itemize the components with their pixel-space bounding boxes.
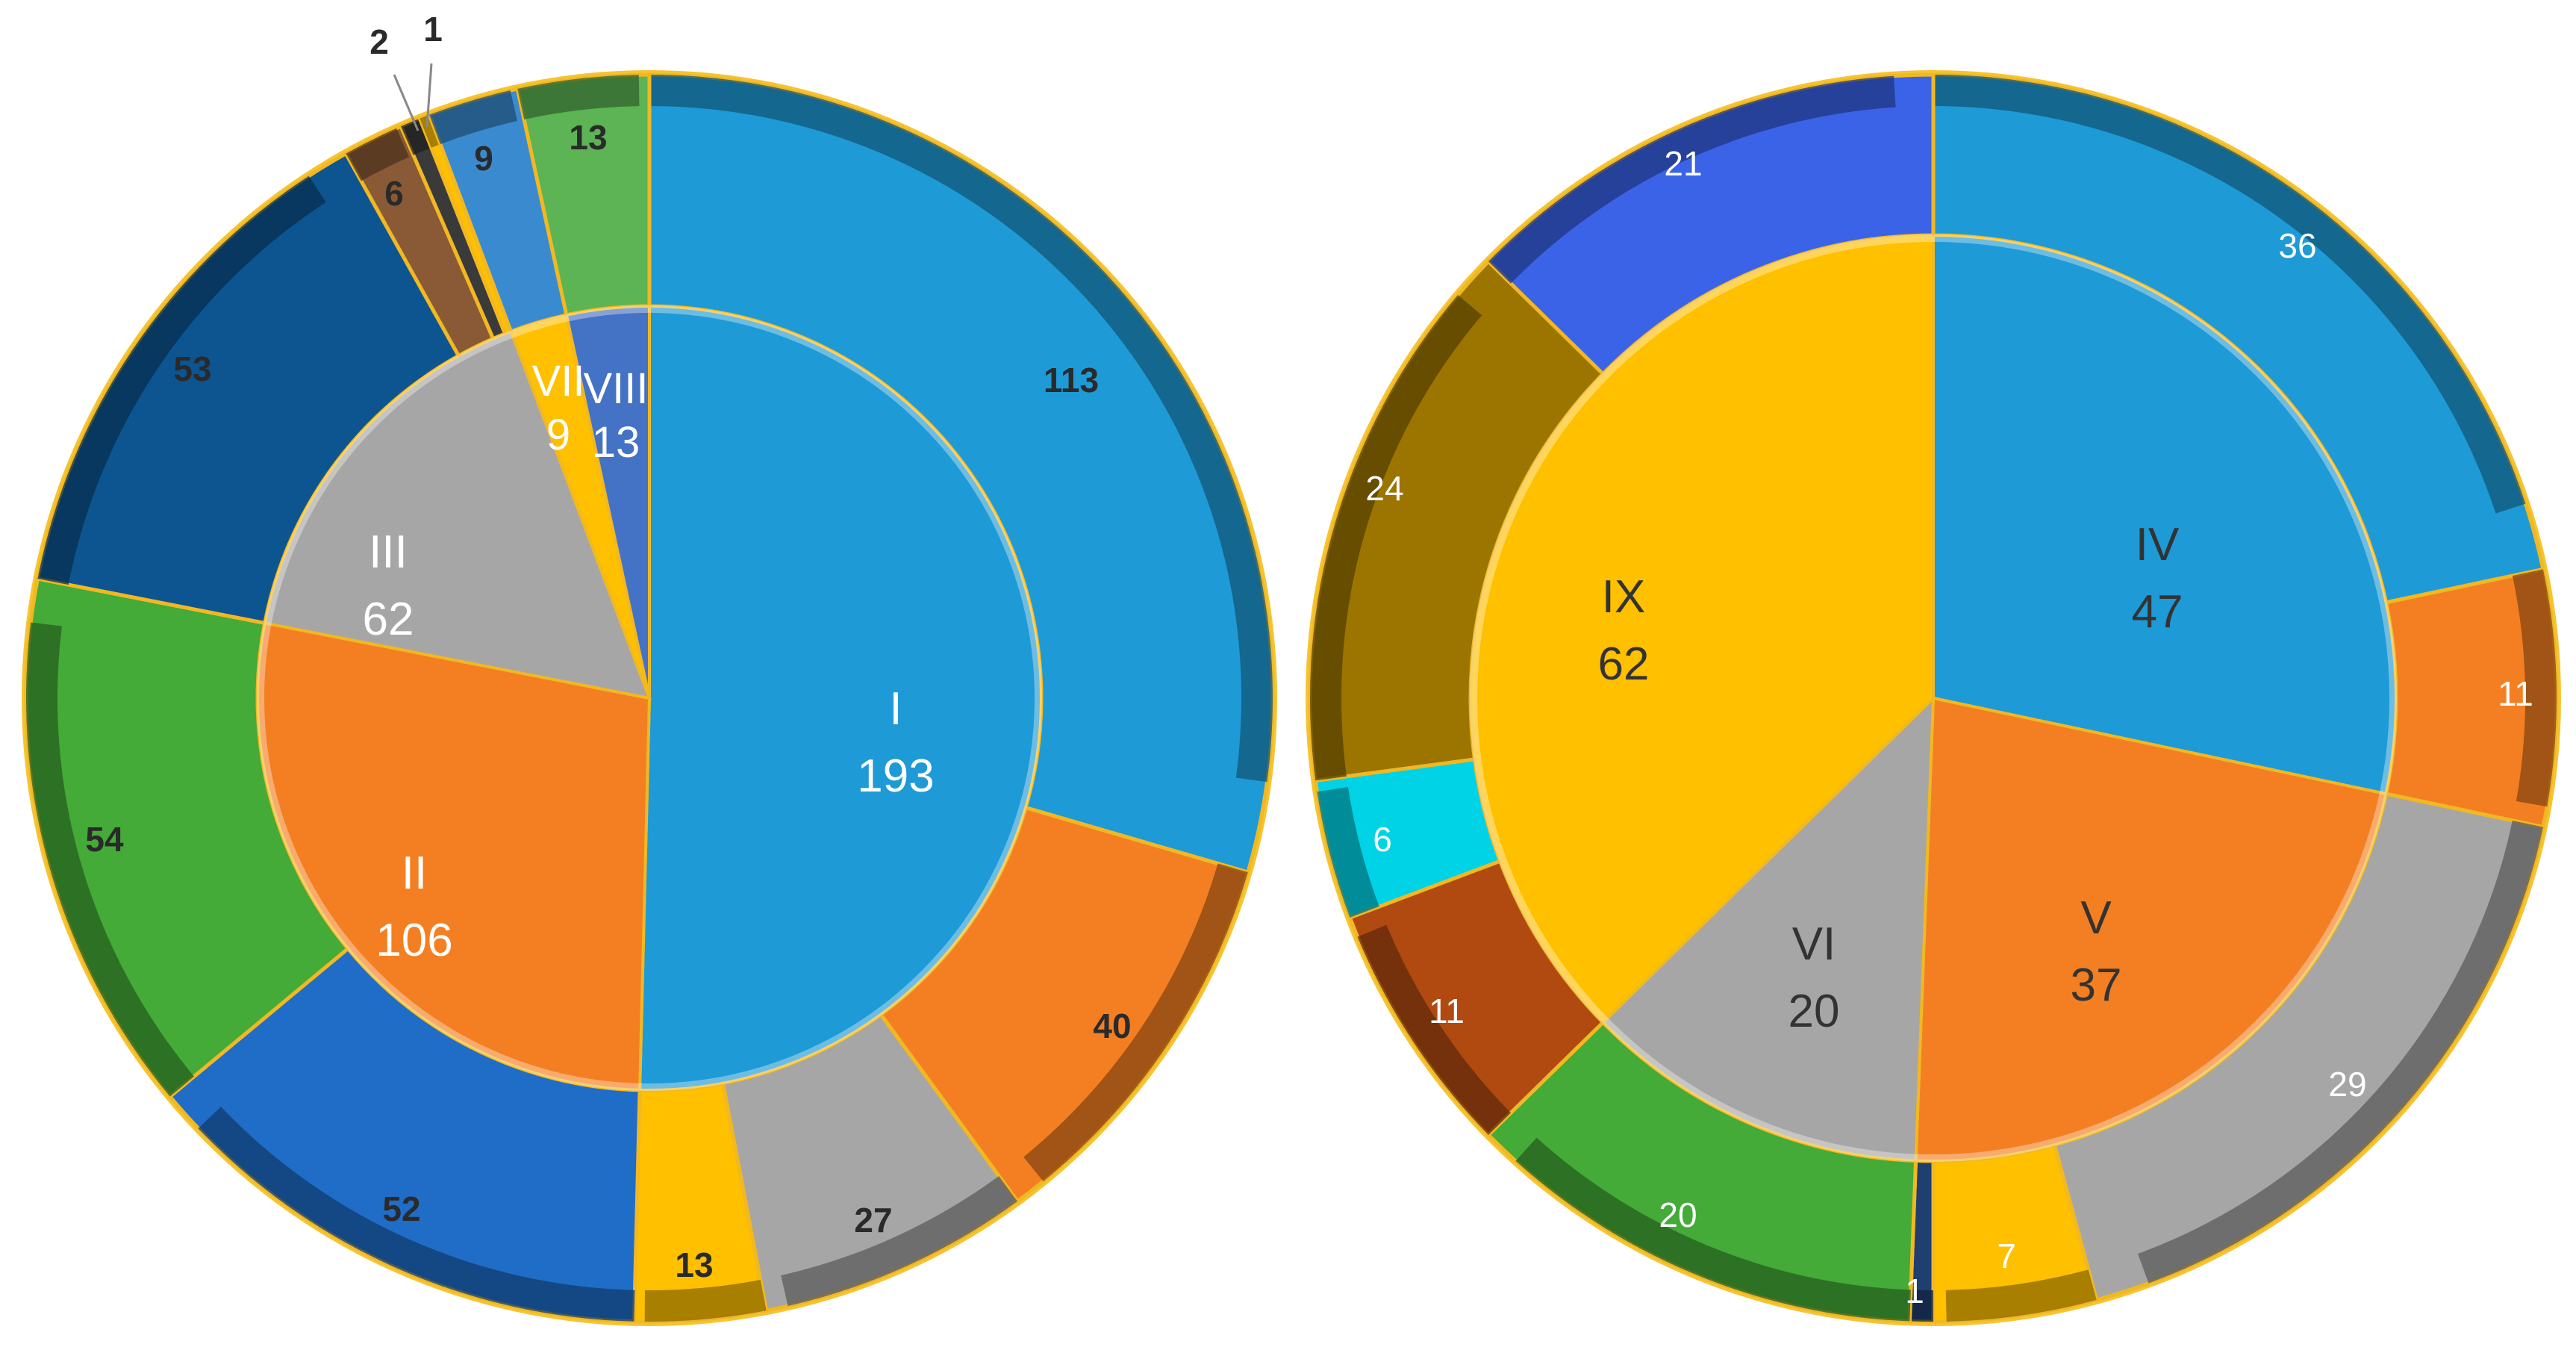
inner-value-label: 37 — [2071, 960, 2122, 1011]
inner-value-label: 62 — [1598, 638, 1650, 690]
inner-label: VI — [1792, 918, 1836, 970]
inner-value-label: 62 — [363, 594, 414, 645]
outer-value-label: 13 — [675, 1245, 713, 1284]
outer-slice-rim — [401, 119, 430, 155]
outer-slice-rim — [1945, 1269, 2097, 1322]
outer-value-label: 1 — [1905, 1272, 1924, 1310]
inner-label: III — [369, 526, 408, 578]
leader-line — [393, 74, 420, 131]
outer-value-label: 9 — [474, 139, 493, 178]
inner-label: IX — [1602, 571, 1646, 623]
outer-slice-rim — [1023, 863, 1248, 1182]
inner-slice — [263, 329, 652, 700]
inner-label: I — [889, 683, 902, 735]
inner-label: V — [2080, 892, 2112, 944]
outer-value-label: 11 — [1429, 992, 1465, 1030]
inner-slice — [1600, 694, 1936, 1163]
outer-value-label: 13 — [569, 118, 607, 157]
inner-glow — [257, 305, 1042, 1091]
outer-value-label: 27 — [854, 1201, 892, 1240]
outer-slice-rim — [1515, 1137, 1911, 1322]
outer-value-label: 6 — [1373, 820, 1392, 859]
outer-slice-rim — [37, 175, 326, 585]
outer-value-label: 40 — [1093, 1007, 1131, 1045]
right-donut-chart: IV 47 V 37 VI 20 IX 62 36 11 29 7 1 20 11 6 24 21 — [1306, 70, 2561, 1326]
inner-slice — [638, 304, 1044, 1092]
outer-value-label: 11 — [2498, 674, 2533, 713]
outer-slice-rim — [429, 90, 518, 145]
outer-value-label: 52 — [382, 1189, 420, 1228]
outer-value-label: 21 — [1664, 144, 1702, 183]
outer-slice-rim — [1911, 1290, 1933, 1322]
leader-line — [425, 63, 433, 128]
inner-label: VII — [532, 357, 585, 405]
inner-slice — [256, 621, 652, 1092]
outer-value-label: 54 — [85, 820, 124, 859]
outer-value-label: 7 — [1997, 1237, 2016, 1275]
outer-slice-rim — [1933, 75, 2526, 514]
inner-value-label: 106 — [375, 915, 452, 966]
inner-slice — [1914, 696, 2388, 1163]
inner-value-label: 193 — [857, 750, 934, 802]
inner-label: VIII — [583, 364, 648, 413]
inner-value-label: 47 — [2132, 586, 2183, 638]
outer-slice-rim — [25, 622, 194, 1097]
outer-slice-rim — [1488, 75, 1896, 284]
outer-slice-rim — [644, 1279, 767, 1322]
outer-slice-rim — [198, 1107, 635, 1322]
inner-slice — [1469, 233, 1935, 1025]
outer-value-label: 20 — [1659, 1195, 1697, 1234]
outer-value-label: 53 — [173, 349, 211, 388]
inner-label: II — [402, 848, 427, 899]
inner-value-label: 13 — [592, 418, 640, 467]
inner-glow — [1470, 234, 2397, 1162]
inner-value-label: 20 — [1788, 986, 1840, 1037]
outer-value-label: 113 — [1044, 361, 1099, 399]
outer-value-label: 36 — [2278, 226, 2316, 265]
inner-value-label: 9 — [546, 411, 570, 459]
outer-slice-rim — [1310, 294, 1482, 781]
inner-slice — [564, 304, 651, 699]
left-donut-chart: I193II106III62VII9VIII131134027135254536… — [22, 10, 1277, 1326]
inner-slice — [1932, 233, 2398, 796]
outer-slice-rim — [517, 75, 640, 119]
outer-slice-rim — [1317, 787, 1379, 918]
outer-value-label: 6 — [384, 174, 404, 213]
outer-slice-rim — [2137, 820, 2543, 1284]
inner-label: IV — [2136, 519, 2180, 570]
outer-slice-rim — [2512, 569, 2557, 807]
outer-slice-rim — [781, 1176, 1018, 1307]
outer-value-label: 2 — [369, 22, 389, 61]
outer-value-label: 24 — [1365, 469, 1403, 508]
outer-slice-rim — [420, 115, 440, 148]
outer-value-label: 1 — [423, 10, 443, 49]
outer-slice-rim — [346, 128, 410, 181]
outer-value-label: 29 — [2328, 1065, 2366, 1104]
outer-slice-rim — [1357, 924, 1511, 1135]
